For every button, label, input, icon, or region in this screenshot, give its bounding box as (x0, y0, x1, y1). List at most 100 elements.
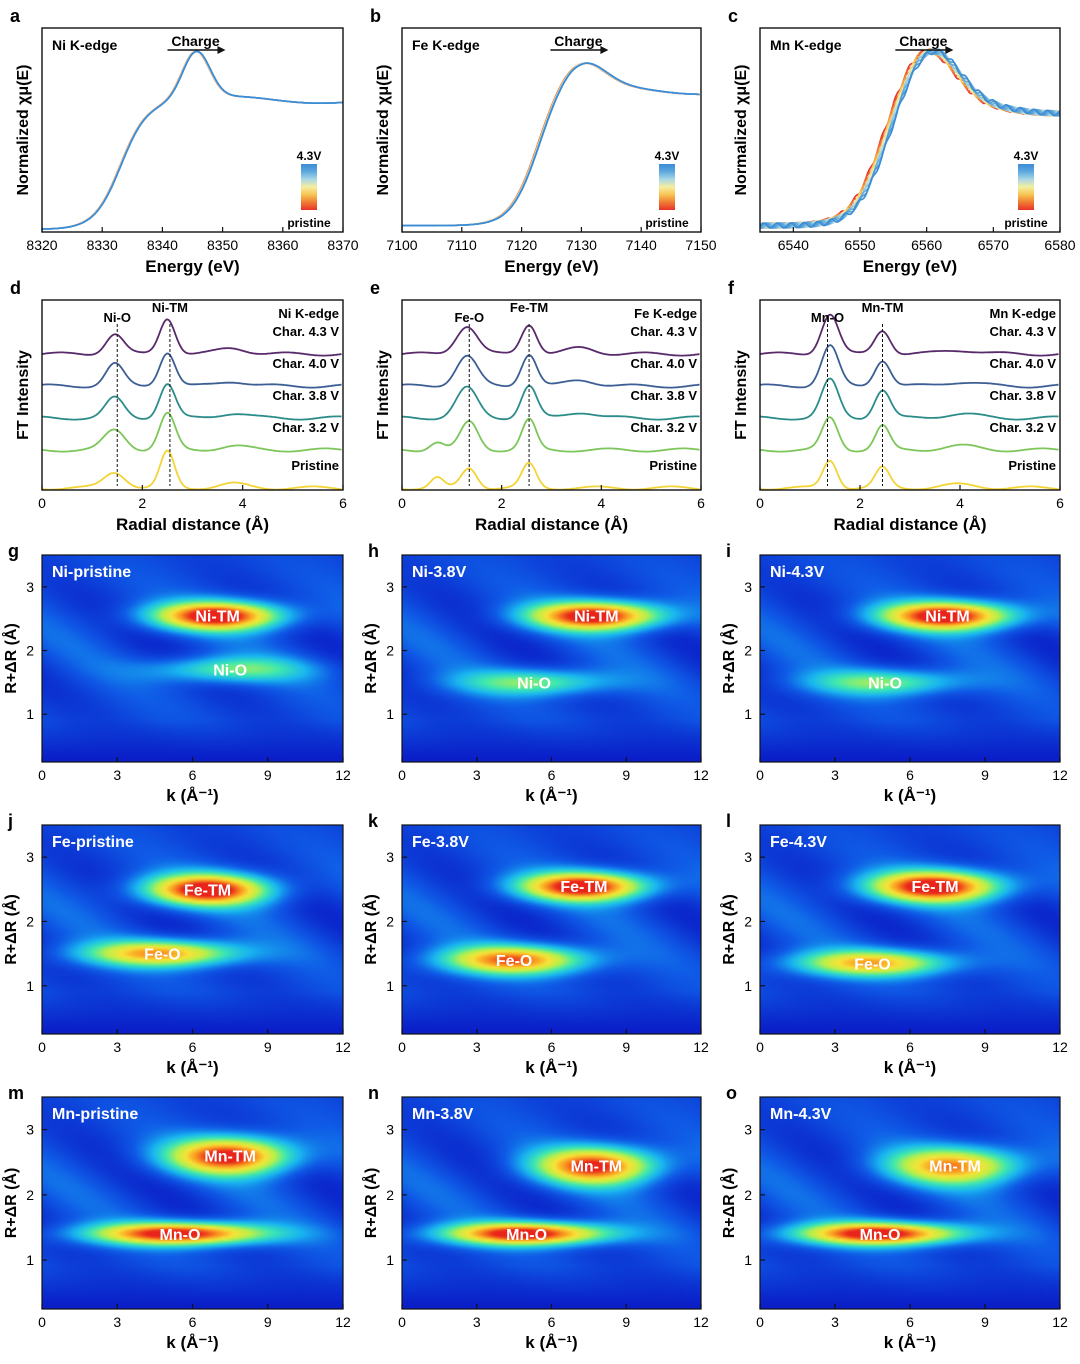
spectrum-line (760, 48, 1060, 229)
legend-bottom: pristine (287, 216, 331, 230)
y-tick-label: 1 (26, 706, 34, 722)
axes-frame (401, 299, 702, 491)
panel-letter: h (368, 541, 379, 561)
ft-trace (759, 313, 1059, 357)
y-tick-label: 2 (386, 913, 394, 929)
x-tick-label: 12 (693, 1314, 709, 1330)
x-tick-label: 12 (335, 767, 351, 783)
panel-title: Fe-pristine (52, 834, 134, 851)
axes-frame (41, 299, 344, 491)
ft-trace (401, 417, 700, 453)
panel-title: Ni-4.3V (770, 564, 825, 581)
feature-label: Fe-O (854, 956, 890, 973)
x-axis-label: Energy (eV) (145, 257, 239, 276)
y-tick-label: 2 (26, 643, 34, 659)
panel-title: Mn K-edge (990, 306, 1056, 321)
y-axis-label: R+ΔR (Å) (1, 894, 20, 965)
x-tick-label: 0 (756, 1314, 764, 1330)
panel-d: Char. 4.3 V Char. 4.0 V Char. 3.8 V Char. 3… (10, 278, 347, 534)
x-tick-label: 3 (473, 1314, 481, 1330)
spectrum-line (760, 48, 1060, 229)
panel-letter: l (726, 811, 731, 831)
panel-title: Fe K-edge (634, 306, 697, 321)
charge-arrowhead (945, 46, 954, 54)
series-label: Char. 3.8 V (990, 388, 1057, 403)
series-label: Char. 3.2 V (631, 420, 698, 435)
spectrum-line (42, 50, 343, 230)
panel-title: Mn-pristine (52, 1106, 138, 1123)
y-tick-label: 2 (744, 1187, 752, 1203)
y-axis-label: Normalized χμ(E) (15, 64, 32, 195)
x-tick-label: 6 (906, 1039, 914, 1055)
series-label: Pristine (291, 458, 339, 473)
x-tick-label: 12 (693, 1039, 709, 1055)
spectrum-line (402, 62, 700, 227)
x-axis-label: k (Å⁻¹) (166, 1058, 218, 1077)
spectrum-line (42, 50, 343, 230)
spectrum-line (760, 48, 1060, 229)
ft-trace (41, 411, 342, 453)
y-tick-label: 1 (386, 978, 394, 994)
ft-trace (41, 449, 342, 491)
peak-label: Fe-O (454, 310, 484, 325)
x-tick-label: 3 (831, 1039, 839, 1055)
panel-e: Char. 4.3 V Char. 4.0 V Char. 3.8 V Char. 3… (370, 278, 705, 534)
x-tick-label: 9 (264, 767, 272, 783)
x-tick-label: 7140 (626, 237, 657, 253)
y-tick-label: 2 (26, 913, 34, 929)
ft-trace (401, 384, 700, 421)
x-axis-label: k (Å⁻¹) (884, 1333, 936, 1352)
x-axis-label: Radial distance (Å) (833, 515, 986, 534)
peak-label: Ni-TM (152, 300, 188, 315)
axes-frame (401, 27, 702, 233)
panel-letter: g (8, 541, 19, 561)
x-tick-label: 0 (38, 767, 46, 783)
charge-label: Charge (171, 33, 219, 49)
series-label: Char. 3.2 V (990, 420, 1057, 435)
x-tick-label: 8330 (87, 237, 118, 253)
feature-label: Mn-O (506, 1227, 547, 1244)
panel-title: Mn-4.3V (770, 1106, 832, 1123)
series-label: Pristine (649, 458, 697, 473)
spectrum-line (42, 50, 343, 230)
x-tick-label: 3 (113, 1314, 121, 1330)
feature-label: Fe-O (144, 947, 180, 964)
feature-label: Ni-O (517, 675, 551, 692)
panel-letter: e (370, 278, 380, 298)
ft-trace (759, 416, 1059, 453)
wt-heatmap (760, 825, 1060, 1034)
spectrum-line (402, 62, 700, 227)
y-tick-label: 3 (386, 579, 394, 595)
axes-frame (759, 299, 1061, 491)
panel-c: 6540 6550 6560 6570 6580 Energy (eV) Normalize… (728, 6, 1076, 276)
feature-label: Ni-O (868, 675, 902, 692)
panel-a: 8320 8330 8340 8350 8360 8370 Energy (eV) Norma… (10, 6, 359, 276)
axes-frame (759, 27, 1061, 233)
x-tick-label: 3 (473, 767, 481, 783)
x-tick-label: 6 (189, 767, 197, 783)
x-tick-label: 9 (981, 767, 989, 783)
series-label: Pristine (1008, 458, 1056, 473)
y-tick-label: 1 (744, 1252, 752, 1268)
y-axis-label: R+ΔR (Å) (361, 1168, 380, 1239)
spectrum-line (42, 50, 343, 230)
panel-letter: j (7, 811, 13, 831)
x-tick-label: 0 (756, 1039, 764, 1055)
x-tick-label: 12 (1052, 1039, 1068, 1055)
charge-arrowhead (600, 46, 609, 54)
series-label: Char. 3.2 V (273, 420, 340, 435)
ft-trace (41, 318, 342, 357)
y-tick-label: 2 (386, 1187, 394, 1203)
x-tick-label: 7100 (386, 237, 417, 253)
x-tick-label: 0 (398, 767, 406, 783)
x-tick-label: 8360 (267, 237, 298, 253)
y-tick-label: 2 (26, 1187, 34, 1203)
series-label: Char. 4.0 V (273, 356, 340, 371)
feature-label: Mn-TM (929, 1158, 981, 1175)
x-tick-label: 8370 (327, 237, 358, 253)
peak-label: Mn-TM (862, 300, 904, 315)
panel-letter: i (726, 541, 731, 561)
